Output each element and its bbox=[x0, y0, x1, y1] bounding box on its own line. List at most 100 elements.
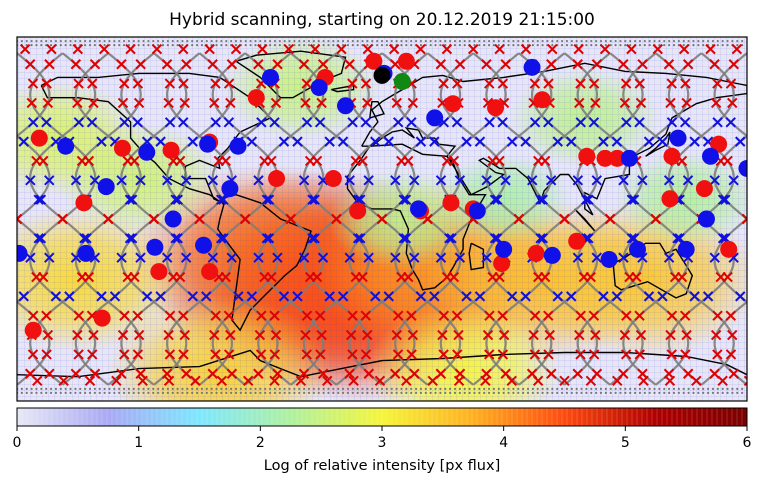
pointing-cross bbox=[506, 291, 518, 302]
polar-dot bbox=[157, 43, 160, 47]
polar-dot bbox=[30, 387, 33, 390]
polar-dot bbox=[580, 391, 583, 395]
pointing-cross bbox=[388, 43, 400, 55]
pointing-cross bbox=[441, 155, 453, 167]
red-target bbox=[661, 190, 679, 208]
pointing-cross bbox=[401, 375, 412, 386]
pointing-cross bbox=[452, 78, 463, 89]
polar-dot bbox=[444, 387, 447, 390]
pointing-cross bbox=[263, 194, 275, 205]
pointing-cross bbox=[314, 310, 326, 321]
pointing-cross bbox=[135, 59, 146, 70]
polar-dot bbox=[560, 43, 564, 47]
pointing-cross bbox=[257, 43, 268, 55]
pointing-cross bbox=[309, 233, 320, 244]
pointing-cross bbox=[348, 375, 359, 386]
polar-dot bbox=[210, 391, 213, 395]
pointing-cross bbox=[682, 59, 694, 70]
polar-dot bbox=[697, 387, 700, 390]
polar-dot bbox=[648, 39, 651, 43]
polar-dot bbox=[653, 39, 656, 43]
polar-dot bbox=[312, 39, 315, 43]
pointing-cross bbox=[360, 349, 372, 360]
polar-dot bbox=[307, 39, 311, 43]
polar-dot bbox=[483, 387, 486, 390]
pointing-cross bbox=[116, 59, 127, 70]
pointing-cross bbox=[709, 368, 720, 379]
polar-dot bbox=[697, 39, 700, 43]
map-plot-area bbox=[17, 37, 747, 401]
polar-dot bbox=[230, 391, 233, 395]
polar-dot bbox=[171, 387, 174, 390]
polar-dot bbox=[439, 43, 442, 47]
pointing-cross bbox=[155, 291, 166, 302]
pointing-cross bbox=[317, 368, 329, 379]
polar-dot bbox=[668, 391, 671, 395]
polar-dot bbox=[176, 39, 179, 43]
pointing-cross bbox=[454, 175, 466, 186]
polar-dot bbox=[332, 387, 335, 390]
polar-dot bbox=[468, 39, 471, 43]
blue-target bbox=[426, 109, 444, 127]
pointing-cross bbox=[527, 175, 538, 186]
pointing-cross bbox=[204, 43, 215, 55]
pointing-cross bbox=[590, 329, 601, 341]
polar-dot bbox=[711, 39, 715, 43]
pointing-cross bbox=[44, 59, 55, 70]
colorbar-tick-label: 6 bbox=[743, 435, 752, 451]
polar-dot bbox=[497, 391, 500, 395]
polar-dot bbox=[585, 391, 588, 395]
pointing-cross bbox=[566, 136, 577, 147]
pointing-cross bbox=[81, 233, 92, 244]
pointing-cross bbox=[307, 233, 318, 244]
blue-target bbox=[310, 79, 328, 97]
polar-dot bbox=[293, 39, 296, 43]
polar-dot bbox=[687, 387, 690, 390]
coastline bbox=[346, 143, 487, 291]
pointing-cross bbox=[396, 155, 407, 167]
pointing-cross bbox=[481, 252, 492, 263]
polar-dot bbox=[147, 43, 150, 47]
polar-dot bbox=[341, 39, 345, 43]
polar-dot bbox=[692, 39, 695, 43]
pointing-cross bbox=[180, 175, 192, 186]
pointing-cross bbox=[301, 117, 313, 128]
polar-dot bbox=[118, 39, 121, 43]
pointing-cross bbox=[435, 368, 447, 379]
polar-dot bbox=[492, 43, 496, 47]
polar-dot bbox=[716, 387, 719, 390]
polar-dot bbox=[322, 43, 325, 47]
polar-dot bbox=[741, 387, 744, 390]
red-target bbox=[162, 141, 180, 159]
polar-dot bbox=[142, 391, 145, 395]
polar-dot bbox=[444, 39, 447, 43]
pointing-cross bbox=[135, 252, 146, 263]
polar-dot bbox=[609, 43, 612, 47]
pointing-cross bbox=[409, 252, 420, 263]
polar-dot bbox=[244, 391, 247, 395]
polar-dot bbox=[512, 43, 515, 47]
polar-dot bbox=[449, 391, 452, 395]
polar-dot bbox=[570, 391, 573, 395]
pointing-cross bbox=[362, 329, 373, 341]
pointing-cross bbox=[181, 59, 192, 70]
polar-dot bbox=[239, 39, 242, 43]
polar-dot bbox=[122, 39, 126, 43]
pointing-cross bbox=[89, 368, 101, 379]
polar-dot bbox=[648, 43, 651, 47]
pointing-cross bbox=[533, 155, 544, 167]
polar-dot bbox=[575, 387, 578, 390]
pointing-cross bbox=[263, 233, 275, 244]
blue-target bbox=[229, 137, 247, 155]
pointing-cross bbox=[712, 117, 723, 128]
blue-target bbox=[146, 238, 164, 256]
pointing-cross bbox=[73, 117, 85, 128]
pointing-cross bbox=[119, 310, 130, 321]
pointing-cross bbox=[468, 43, 479, 55]
polar-dot bbox=[205, 391, 208, 395]
polar-dot bbox=[638, 387, 642, 390]
pointing-cross bbox=[506, 136, 518, 147]
polar-dot bbox=[624, 391, 627, 395]
polar-dot bbox=[307, 387, 311, 390]
pointing-cross bbox=[626, 43, 637, 55]
